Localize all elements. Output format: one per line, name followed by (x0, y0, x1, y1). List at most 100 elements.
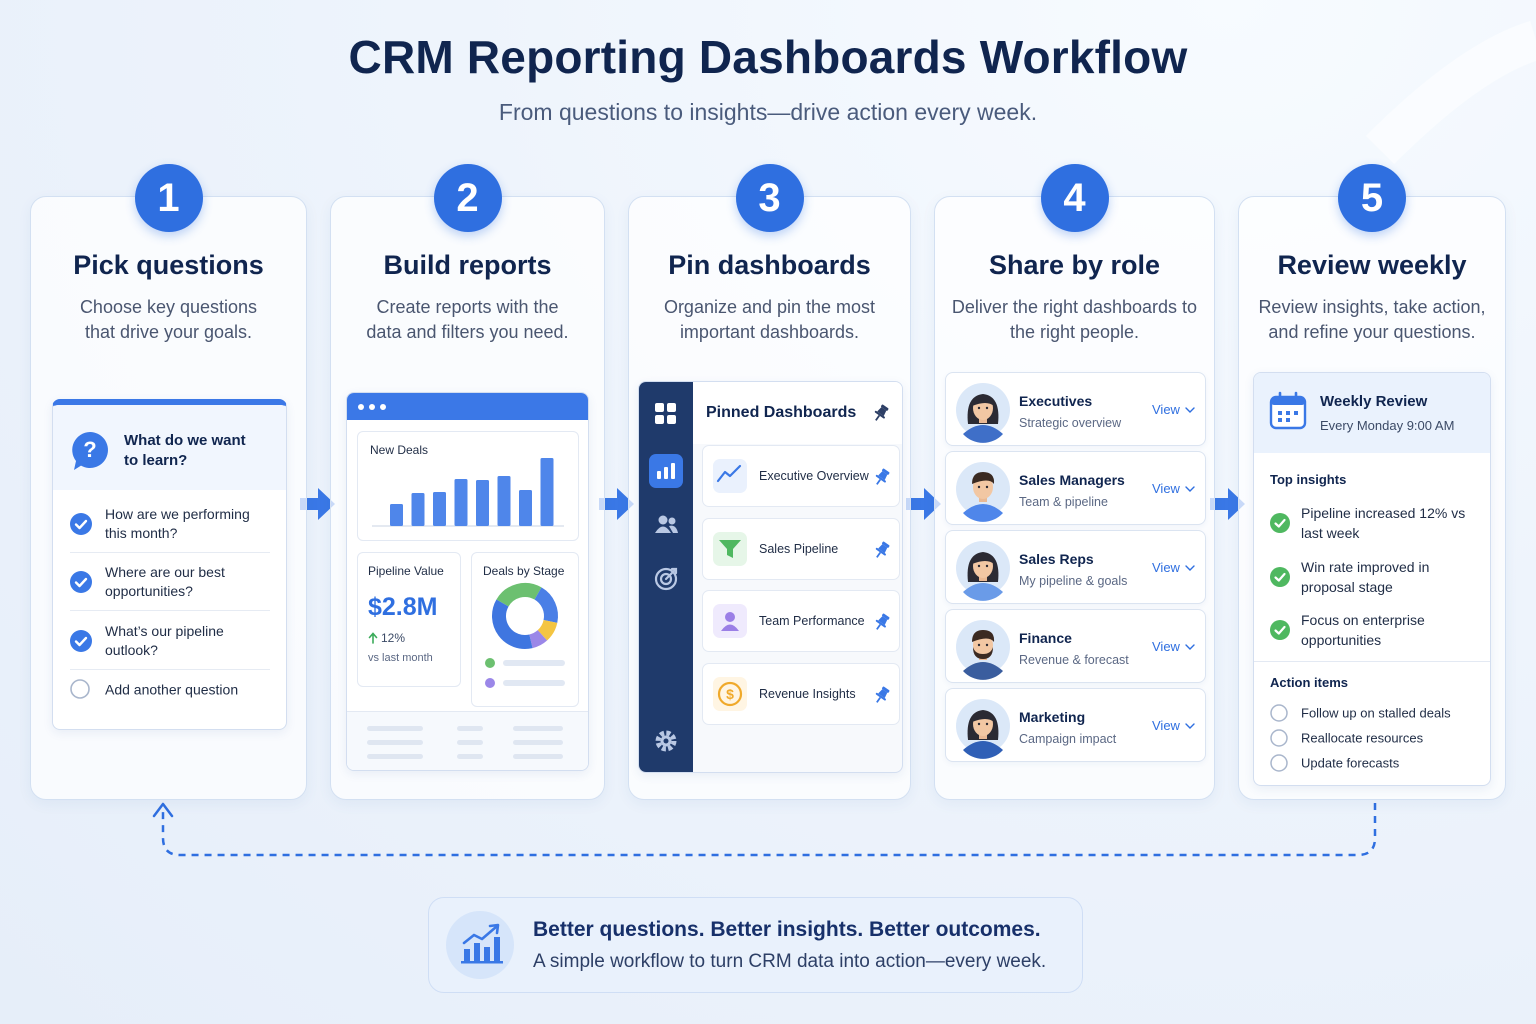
role-view-action[interactable]: View (1152, 481, 1180, 496)
icon-shape (717, 681, 743, 706)
stage-label: Deals by Stage (483, 564, 565, 578)
question-text: What’s our pipeline outlook? (105, 623, 224, 658)
icon-shape (973, 647, 993, 659)
icon-shape (963, 425, 1003, 443)
icon-shape (972, 472, 995, 484)
icon-shape (667, 415, 676, 424)
icon-shape (1185, 644, 1195, 650)
icon-shape: $ (726, 686, 734, 702)
role-row: Marketing Campaign impact View (945, 688, 1206, 762)
new-deals-label: New Deals (370, 443, 429, 457)
icon-shape (70, 513, 92, 535)
icon-shape (985, 643, 989, 647)
deal-bar (433, 492, 446, 526)
icon-shape (881, 541, 890, 548)
step-arrow (300, 488, 335, 520)
loop-arrowhead (152, 802, 174, 818)
icon-shape (464, 949, 470, 961)
role-row: Finance Revenue & forecast View (945, 609, 1206, 683)
up-arrow (368, 632, 378, 644)
placeholder-lines (367, 726, 563, 759)
icon-shape (1270, 620, 1290, 640)
icon-shape (671, 463, 675, 479)
icon-shape (985, 485, 989, 489)
icon-shape (880, 404, 889, 411)
icon-shape (658, 515, 668, 525)
icon-shape (977, 643, 981, 647)
role-view-action[interactable]: View (1152, 718, 1180, 733)
role-view-action[interactable]: View (1152, 560, 1180, 575)
pipeline-change: 12% (381, 631, 406, 645)
placeholder-line (457, 726, 483, 731)
review-heading: Weekly Review (1320, 393, 1428, 410)
icon-shape (669, 525, 678, 533)
step-number: 2 (433, 164, 502, 232)
pipeline-value: $2.8M (368, 593, 438, 621)
icon-shape (963, 504, 1003, 522)
icon-shape (875, 686, 890, 703)
icon-shape (368, 632, 378, 644)
icon-shape (1185, 486, 1195, 492)
legend-dot (485, 678, 495, 688)
icon-shape (1270, 513, 1290, 533)
icon-shape (1274, 518, 1286, 528)
icon-shape (70, 679, 90, 699)
avatar (956, 462, 1010, 522)
footer-text: A simple workflow to turn CRM data into … (533, 951, 1047, 972)
review-divider (1254, 661, 1490, 662)
new-deals-chart (372, 458, 564, 527)
icon-shape (474, 943, 480, 961)
icon-shape (655, 730, 677, 752)
icon-shape (977, 722, 981, 726)
icon-shape (484, 947, 490, 961)
placeholder-line (513, 754, 563, 759)
pipeline-comparison: vs last month (368, 652, 433, 664)
step-arrows (300, 488, 1245, 520)
role-row: Sales Managers Team & pipeline View (945, 451, 1206, 525)
icon-shape (70, 571, 92, 593)
role-row: Sales Reps My pipeline & goals View (945, 530, 1206, 604)
placeholder-line (457, 754, 483, 759)
icon-shape (462, 925, 498, 945)
role-view-action[interactable]: View (1152, 639, 1180, 654)
icon-shape (1274, 572, 1286, 582)
placeholder-line (513, 726, 563, 731)
chart-icon (657, 463, 675, 479)
pinned-item-label: Executive Overview (759, 469, 869, 483)
pinned-item-icon (719, 539, 741, 558)
step-description: Choose key questions that drive your goa… (79, 297, 258, 342)
pin-icon (875, 468, 890, 485)
icon-shape (464, 937, 500, 961)
role-view-action[interactable]: View (1152, 402, 1180, 417)
icon-shape (380, 404, 386, 410)
placeholder-line (367, 740, 423, 745)
step-arrow (599, 488, 634, 520)
step-number: 1 (134, 164, 203, 232)
action-text: Follow up on stalled deals (1301, 705, 1451, 721)
new-deals-card: New Deals (357, 431, 579, 541)
check-icon (70, 513, 92, 535)
pipeline-card: Pipeline Value $2.8M 12% vs last month (357, 552, 461, 687)
pinned-item-icon: $ (717, 681, 743, 706)
deal-bar (540, 458, 554, 526)
icon-shape (972, 394, 994, 406)
chevron-icon (1185, 644, 1195, 650)
deal-bar (411, 493, 425, 526)
pinned-main (693, 382, 902, 444)
icon-shape (725, 612, 735, 622)
avatar (956, 699, 1010, 759)
icon-shape (719, 539, 741, 558)
chevron-icon (1185, 486, 1195, 492)
placeholder-line (457, 740, 483, 745)
insight-check (1270, 620, 1290, 640)
stage-donut (485, 583, 565, 688)
pinned-item-label: Sales Pipeline (759, 541, 839, 556)
actions-heading: Action items (1270, 675, 1349, 690)
pinned-panel: Pinned Dashboards Executive Overview Sales… (638, 381, 903, 773)
icon-shape (881, 686, 890, 693)
page-title: CRM Reporting Dashboards Workflow (348, 31, 1188, 83)
icon-shape (878, 543, 888, 553)
icon-shape (1270, 704, 1288, 722)
icon-shape (369, 404, 375, 410)
